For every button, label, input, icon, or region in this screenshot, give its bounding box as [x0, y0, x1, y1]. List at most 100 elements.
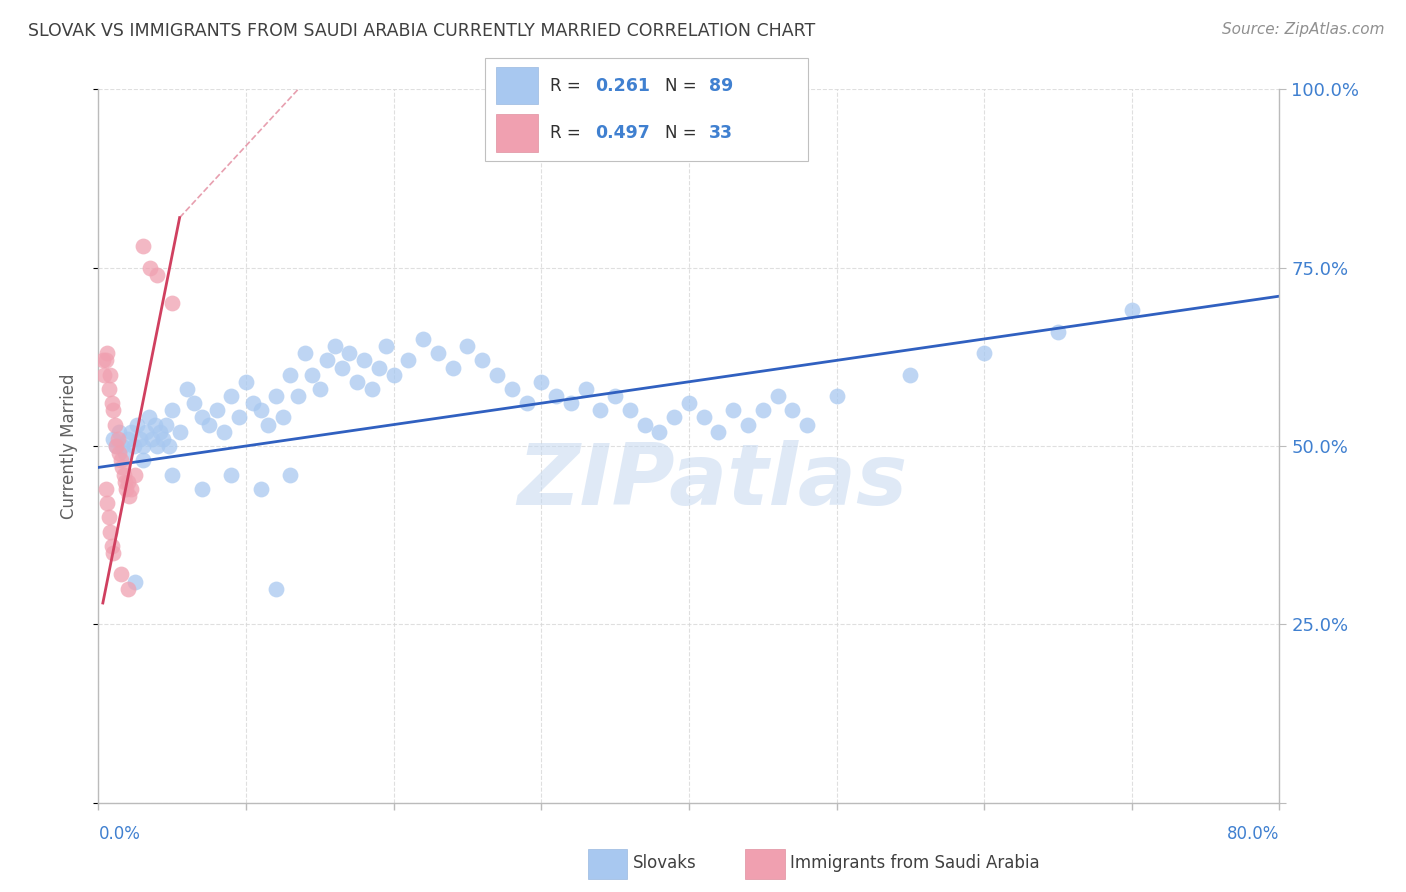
Text: ZIPatlas: ZIPatlas — [517, 440, 908, 524]
Text: R =: R = — [550, 124, 586, 142]
Point — [605, 389, 627, 403]
Point — [323, 339, 346, 353]
Point — [309, 382, 332, 396]
Point — [287, 389, 309, 403]
Point — [250, 403, 273, 417]
Point — [162, 467, 183, 482]
Point — [96, 496, 118, 510]
Point — [330, 360, 353, 375]
Point — [648, 425, 671, 439]
Point — [205, 403, 228, 417]
Point — [162, 296, 183, 310]
Point — [117, 582, 139, 596]
Point — [118, 489, 141, 503]
Point — [104, 417, 127, 432]
Point — [316, 353, 339, 368]
Point — [471, 353, 494, 368]
Text: 80.0%: 80.0% — [1227, 825, 1279, 843]
Point — [114, 446, 136, 460]
Point — [108, 425, 131, 439]
Point — [212, 425, 235, 439]
Point — [723, 403, 745, 417]
Point — [91, 353, 114, 368]
Point — [294, 346, 316, 360]
Point — [250, 482, 273, 496]
Point — [117, 432, 139, 446]
Text: R =: R = — [550, 77, 586, 95]
Point — [278, 368, 302, 382]
Point — [169, 425, 191, 439]
Point — [94, 482, 117, 496]
Point — [235, 375, 257, 389]
Point — [143, 417, 166, 432]
Point — [141, 432, 163, 446]
Point — [111, 460, 134, 475]
Point — [516, 396, 538, 410]
Text: Source: ZipAtlas.com: Source: ZipAtlas.com — [1222, 22, 1385, 37]
Point — [1046, 325, 1069, 339]
Point — [105, 439, 128, 453]
Point — [751, 403, 773, 417]
Text: 89: 89 — [709, 77, 733, 95]
Point — [122, 439, 145, 453]
Point — [198, 417, 221, 432]
Point — [973, 346, 995, 360]
Point — [132, 239, 155, 253]
Point — [574, 382, 596, 396]
Point — [560, 396, 582, 410]
Point — [112, 467, 135, 482]
Point — [157, 439, 180, 453]
Point — [97, 382, 120, 396]
Point — [782, 403, 804, 417]
Point — [221, 389, 243, 403]
Point — [737, 417, 759, 432]
Point — [664, 410, 686, 425]
Point — [264, 582, 287, 596]
Point — [146, 439, 169, 453]
Point — [766, 389, 789, 403]
Point — [1121, 303, 1143, 318]
Point — [110, 453, 132, 467]
Point — [111, 439, 134, 453]
Point — [183, 396, 205, 410]
Point — [633, 417, 655, 432]
Text: 0.0%: 0.0% — [98, 825, 141, 843]
Point — [242, 396, 264, 410]
Point — [301, 368, 323, 382]
Point — [396, 353, 419, 368]
Text: 33: 33 — [709, 124, 733, 142]
Point — [132, 453, 155, 467]
Point — [546, 389, 568, 403]
Point — [98, 368, 121, 382]
Point — [135, 425, 157, 439]
Point — [427, 346, 450, 360]
Point — [100, 396, 122, 410]
Point — [114, 475, 136, 489]
Point — [264, 389, 287, 403]
Point — [382, 368, 405, 382]
Point — [339, 346, 360, 360]
Point — [115, 482, 138, 496]
Point — [162, 403, 183, 417]
Point — [176, 382, 198, 396]
Point — [456, 339, 478, 353]
Point — [107, 432, 129, 446]
Text: Slovaks: Slovaks — [633, 854, 696, 871]
Y-axis label: Currently Married: Currently Married — [59, 373, 77, 519]
Point — [486, 368, 509, 382]
Point — [108, 446, 131, 460]
Point — [825, 389, 848, 403]
Point — [278, 467, 302, 482]
Point — [132, 439, 155, 453]
Point — [103, 546, 125, 560]
Point — [103, 403, 125, 417]
Point — [152, 432, 174, 446]
Point — [139, 260, 162, 275]
Point — [900, 368, 922, 382]
Point — [120, 482, 142, 496]
Point — [96, 346, 118, 360]
Point — [120, 425, 142, 439]
Point — [375, 339, 398, 353]
Point — [353, 353, 375, 368]
Point — [149, 425, 172, 439]
